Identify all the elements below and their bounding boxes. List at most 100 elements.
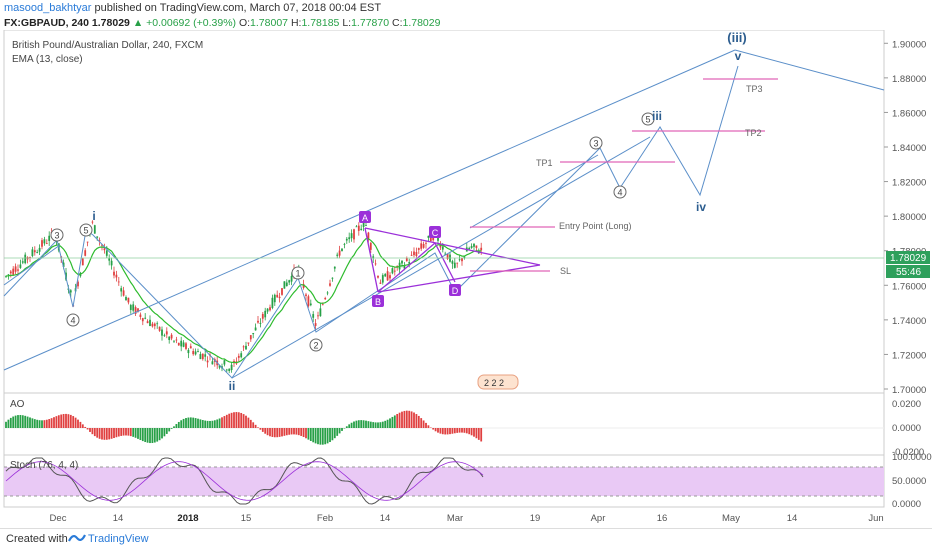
ao-bar <box>192 418 194 428</box>
ao-bar <box>476 428 478 438</box>
time-tick-9: 16 <box>657 513 668 524</box>
ao-bar <box>250 420 252 428</box>
ao-bar <box>29 417 31 428</box>
created-with-text: Created with <box>6 533 68 545</box>
tradingview-logo-icon[interactable] <box>68 531 86 545</box>
candle-body <box>456 263 458 264</box>
ao-bar <box>255 425 257 428</box>
ao-bar <box>56 416 58 428</box>
candle-body <box>118 282 120 283</box>
candle-body <box>262 314 264 319</box>
candle-body <box>178 343 180 345</box>
candle-body <box>360 229 362 230</box>
candle-body <box>243 346 245 347</box>
time-tick-1: 14 <box>113 513 124 524</box>
ao-bar <box>125 428 127 435</box>
ao-bar <box>27 417 29 428</box>
ao-pane[interactable] <box>4 393 884 455</box>
ao-bar <box>82 424 84 428</box>
ao-bar <box>310 428 312 441</box>
username-link[interactable]: masood_bakhtyar <box>4 2 91 14</box>
time-tick-12: Jun <box>868 513 883 524</box>
ao-bar <box>276 428 278 437</box>
ao-bar <box>221 417 223 428</box>
ao-bar <box>334 428 336 438</box>
ao-bar <box>329 428 331 442</box>
candle-body <box>10 271 12 273</box>
candle-body <box>202 354 204 359</box>
candle-body <box>329 283 331 285</box>
ao-bar <box>164 428 166 436</box>
ao-bar <box>8 420 10 428</box>
candle-body <box>276 295 278 297</box>
ao-bar <box>298 428 300 435</box>
stoch-tick-2: 0.0000 <box>892 499 921 510</box>
wave-label-12: 4 <box>617 188 622 198</box>
candle-body <box>156 323 158 324</box>
price-axis[interactable]: 1.900001.880001.860001.840001.820001.800… <box>884 39 926 396</box>
candle-body <box>183 342 185 346</box>
tradingview-link[interactable]: TradingView <box>88 533 149 545</box>
candle-body <box>392 268 394 273</box>
ao-bar <box>324 428 326 444</box>
candle-body <box>17 269 19 270</box>
ao-bar <box>260 428 262 430</box>
ao-bar <box>233 412 235 428</box>
ao-bar <box>65 414 67 428</box>
ao-bar <box>188 418 190 428</box>
ao-bar <box>291 428 293 434</box>
ao-bar <box>226 415 228 428</box>
time-tick-6: Mar <box>447 513 463 524</box>
price-tick-2: 1.86000 <box>892 108 926 119</box>
ao-bar <box>449 428 451 434</box>
level-label-1: SL <box>560 266 571 276</box>
wave-label-1: 4 <box>70 316 75 326</box>
ao-bar <box>370 422 372 428</box>
candle-body <box>197 351 199 352</box>
candle-body <box>87 242 89 243</box>
ao-bar <box>353 422 355 428</box>
ao-bar <box>159 428 161 440</box>
candle-body <box>413 252 415 256</box>
candle-body <box>176 340 178 341</box>
ao-bar <box>300 428 302 436</box>
candle-body <box>272 298 274 308</box>
ao-bar <box>87 428 89 429</box>
ao-bar <box>464 428 466 433</box>
ao-bar <box>15 416 17 428</box>
ao-bar <box>113 428 115 438</box>
ao-bar <box>375 422 377 428</box>
candle-body <box>128 298 130 303</box>
price-tick-3: 1.84000 <box>892 143 926 154</box>
price-tick-0: 1.90000 <box>892 39 926 50</box>
price-tick-10: 1.70000 <box>892 385 926 396</box>
candle-body <box>231 365 233 370</box>
candle-body <box>147 321 149 323</box>
ao-bar <box>84 427 86 428</box>
ao-bar <box>308 428 310 440</box>
ao-bar <box>274 428 276 437</box>
ao-bar <box>317 428 319 444</box>
ao-bar <box>120 428 122 436</box>
ao-bar <box>212 421 214 428</box>
ao-bar <box>478 428 480 440</box>
events-icon[interactable]: 2 2 2 <box>478 375 518 389</box>
candle-body <box>452 261 454 264</box>
symbol-name: FX:GBPAUD, 240 <box>4 17 89 29</box>
ao-bar <box>104 428 106 440</box>
ao-bar <box>425 423 427 428</box>
time-tick-10: May <box>722 513 740 524</box>
ao-bar <box>344 428 346 429</box>
ao-bar <box>456 428 458 433</box>
ao-bar <box>351 423 353 428</box>
ao-bar <box>360 420 362 428</box>
candle-body <box>39 248 41 252</box>
candle-body <box>389 275 391 278</box>
ao-bar <box>437 428 439 433</box>
wave-label-2: 5 <box>83 226 88 236</box>
ao-bar <box>44 420 46 428</box>
ao-bar <box>89 428 91 432</box>
